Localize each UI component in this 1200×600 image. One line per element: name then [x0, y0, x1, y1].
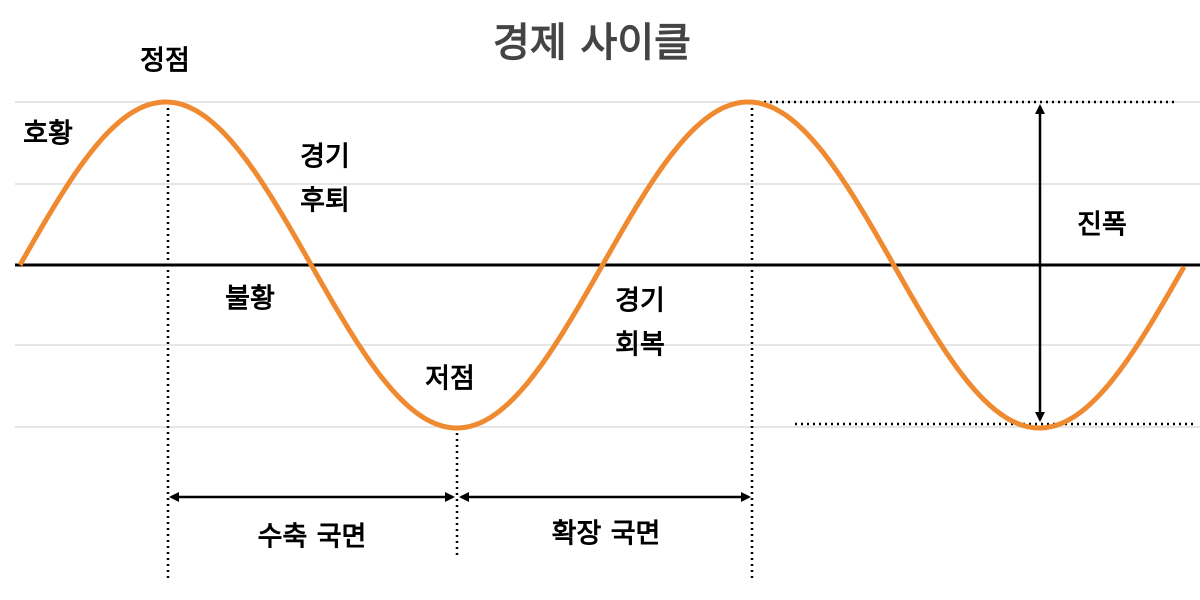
label: 수축 국면 — [258, 522, 367, 553]
grid — [15, 101, 1200, 428]
label: 정점 — [140, 46, 190, 77]
label: 경기 — [615, 286, 665, 317]
label: 후퇴 — [300, 186, 350, 217]
label: 회복 — [615, 330, 665, 361]
label: 경기 — [300, 142, 350, 173]
label: 호황 — [23, 119, 73, 150]
label: 확장 국면 — [552, 519, 661, 550]
label: 저점 — [425, 364, 475, 395]
label: 진폭 — [1077, 210, 1127, 241]
title: 경제 사이클 — [493, 20, 691, 66]
label: 불황 — [225, 284, 275, 315]
cycle-curve — [17, 99, 1187, 431]
